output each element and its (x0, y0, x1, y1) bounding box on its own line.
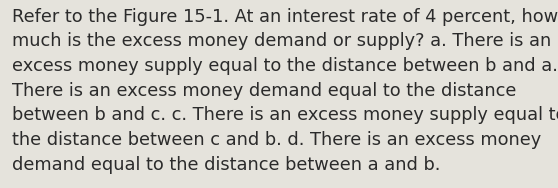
Text: Refer to the Figure 15-1. At an interest rate of 4 percent, how
much is the exce: Refer to the Figure 15-1. At an interest… (12, 8, 558, 174)
